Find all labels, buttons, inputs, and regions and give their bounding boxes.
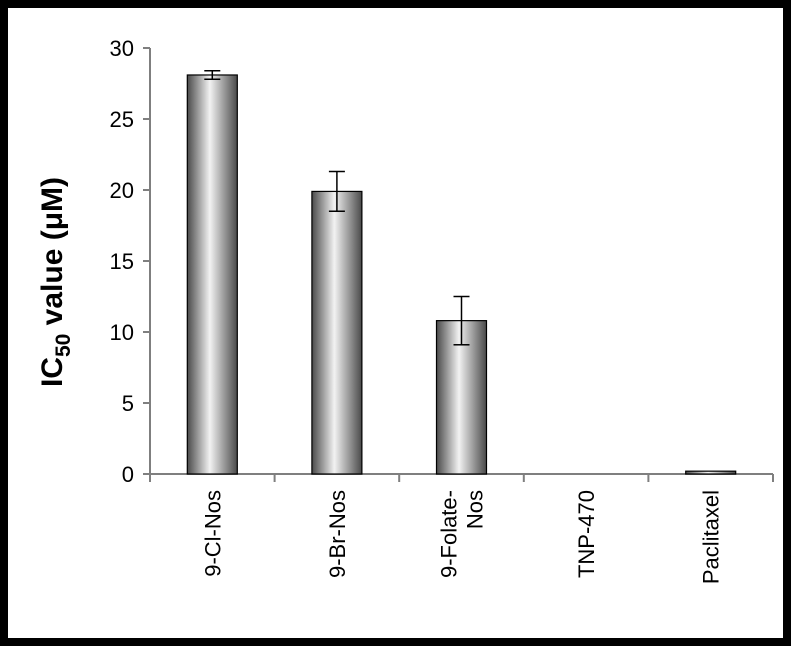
y-axis-label-subscript: 50 — [52, 334, 75, 357]
x-tick-label: 9-Cl-Nos — [200, 490, 225, 577]
y-axis-label: IC50 value (μM) — [36, 177, 75, 387]
y-tick-label: 30 — [110, 36, 134, 61]
y-tick-label: 0 — [122, 462, 134, 487]
bars — [186, 69, 737, 475]
y-tick-label: 20 — [110, 178, 134, 203]
bar — [186, 74, 238, 475]
x-tick-label: Paclitaxel — [699, 490, 724, 584]
bar — [435, 320, 488, 475]
y-tick-label: 15 — [110, 249, 134, 274]
tick-labels: 0 5 10 15 20 25 30 9-Cl-Nos 9-Br-Nos 9-Folate-Nos… — [110, 36, 724, 584]
y-tick-label: 25 — [110, 107, 134, 132]
bar — [685, 470, 737, 475]
y-tick-label: 10 — [110, 320, 134, 345]
y-axis-label-prefix: IC — [36, 357, 69, 387]
x-tick-label: 9-Folate-Nos — [437, 490, 488, 578]
bar — [311, 190, 363, 475]
svg-text:IC50 value (μM): IC50 value (μM) — [36, 177, 75, 387]
x-tick-label: 9-Br-Nos — [325, 490, 350, 578]
y-tick-label: 5 — [122, 391, 134, 416]
y-axis-label-suffix: value (μM) — [36, 177, 69, 334]
x-tick-label: TNP-470 — [574, 490, 599, 578]
